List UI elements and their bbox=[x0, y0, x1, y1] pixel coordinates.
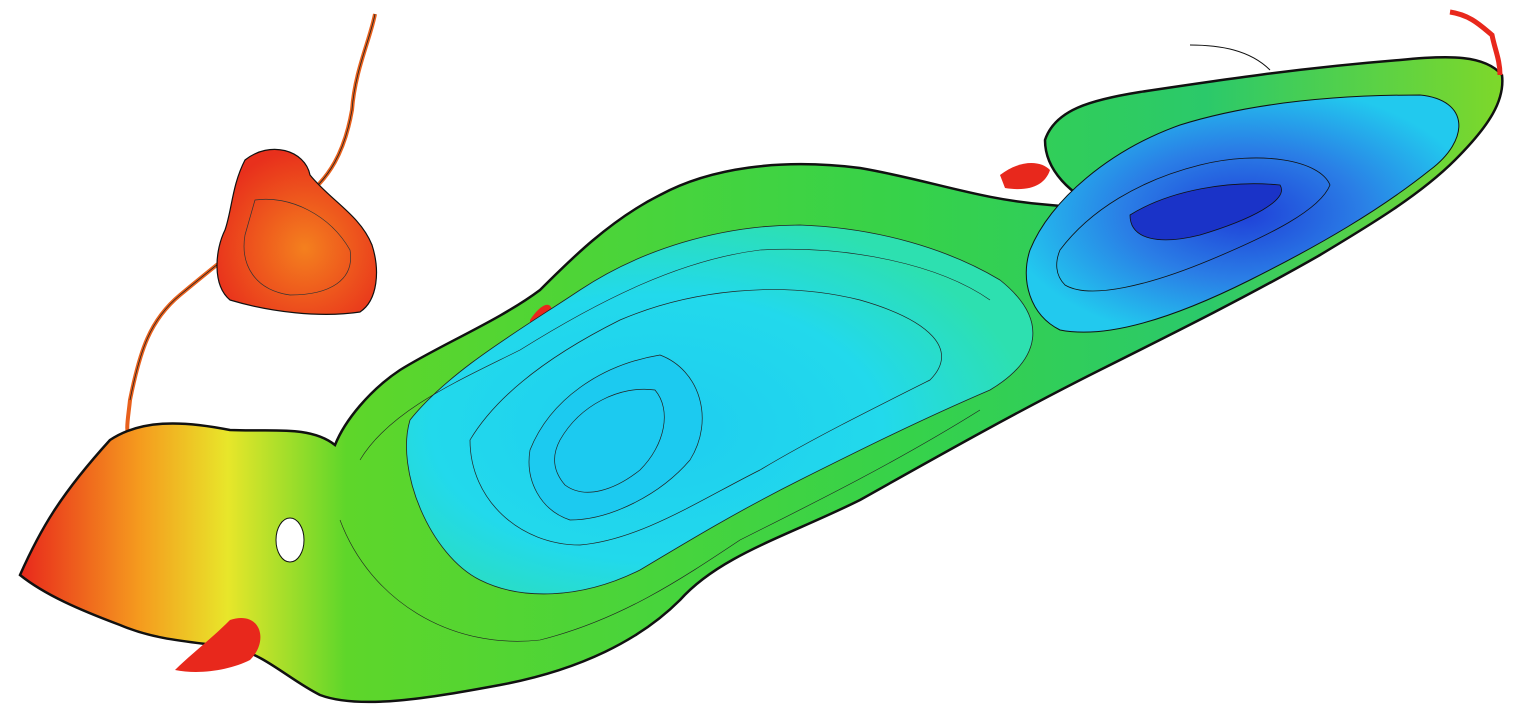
contour-line bbox=[1129, 183, 1282, 241]
contour-line bbox=[528, 354, 703, 521]
contour-line bbox=[359, 248, 991, 461]
lake-st-clair bbox=[216, 148, 378, 315]
contour-line bbox=[1056, 157, 1331, 292]
island bbox=[275, 517, 305, 563]
contour-line bbox=[339, 409, 981, 642]
point bbox=[1000, 163, 1050, 190]
contour-line bbox=[469, 289, 942, 546]
shore-feature bbox=[1189, 44, 1271, 71]
river bbox=[1449, 9, 1503, 76]
contour-line bbox=[243, 198, 351, 296]
point bbox=[175, 618, 261, 672]
contour-line bbox=[554, 388, 665, 493]
